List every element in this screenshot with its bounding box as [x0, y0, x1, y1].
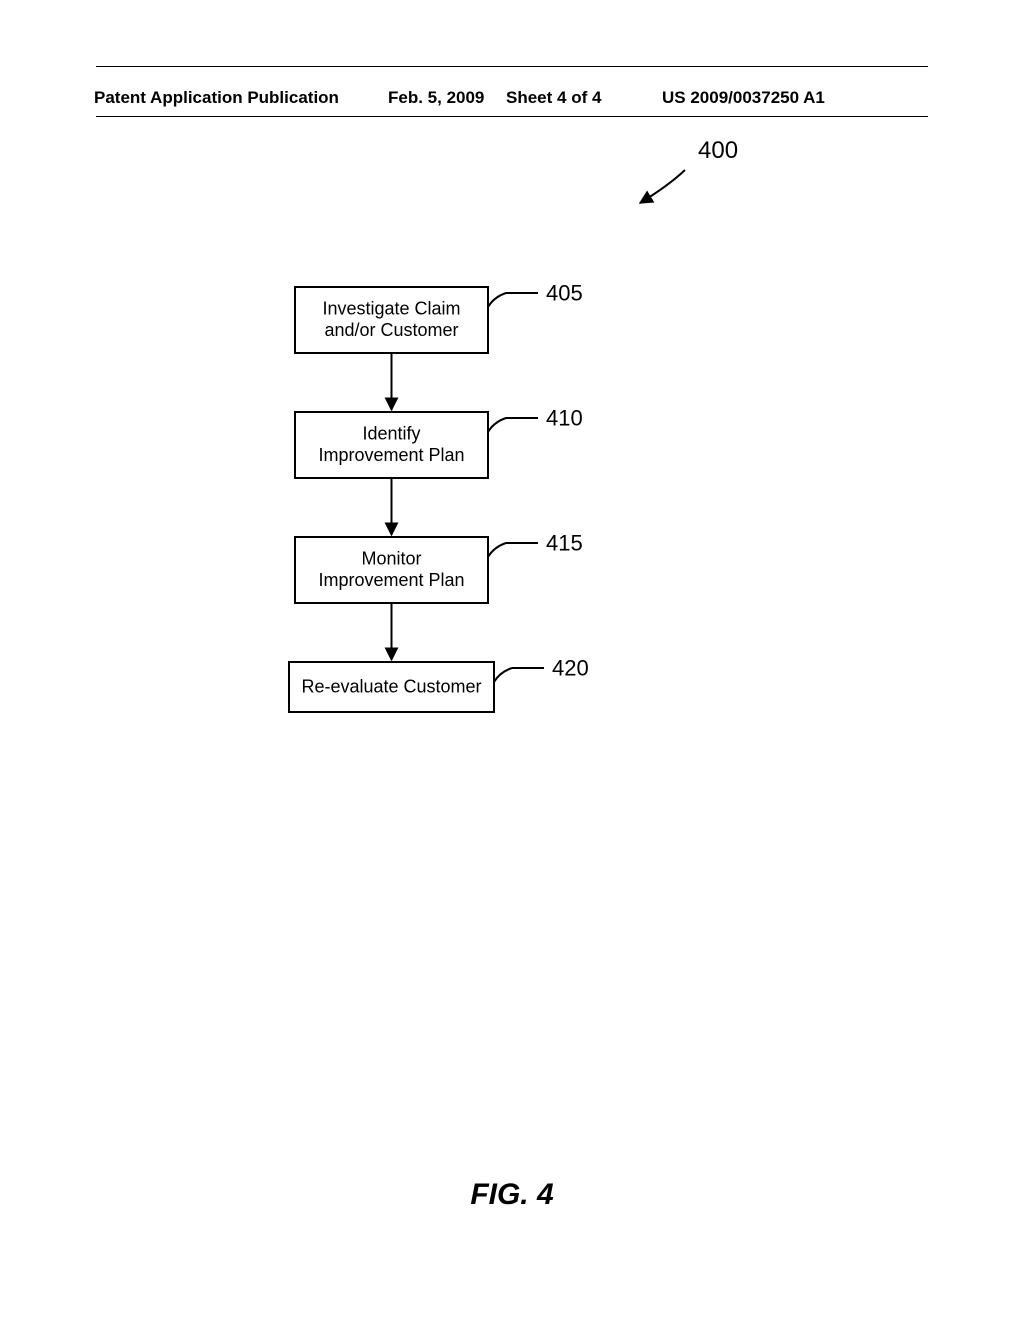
svg-text:Improvement Plan: Improvement Plan — [318, 570, 464, 590]
figure-caption: FIG. 4 — [0, 1178, 1024, 1212]
svg-text:415: 415 — [546, 531, 583, 556]
figure-area: Investigate Claimand/or Customer 405 Ident… — [0, 0, 1024, 1320]
flowchart-svg: Investigate Claimand/or Customer 405 Ident… — [0, 0, 1024, 1320]
svg-text:Improvement Plan: Improvement Plan — [318, 445, 464, 465]
svg-text:Re-evaluate Customer: Re-evaluate Customer — [301, 676, 481, 696]
svg-text:400: 400 — [698, 137, 738, 164]
svg-text:Monitor: Monitor — [361, 549, 421, 569]
svg-text:and/or Customer: and/or Customer — [324, 320, 458, 340]
svg-text:405: 405 — [546, 281, 583, 306]
svg-text:410: 410 — [546, 406, 583, 431]
svg-text:Identify: Identify — [362, 424, 420, 444]
svg-text:Investigate Claim: Investigate Claim — [322, 299, 460, 319]
svg-text:420: 420 — [552, 656, 589, 681]
